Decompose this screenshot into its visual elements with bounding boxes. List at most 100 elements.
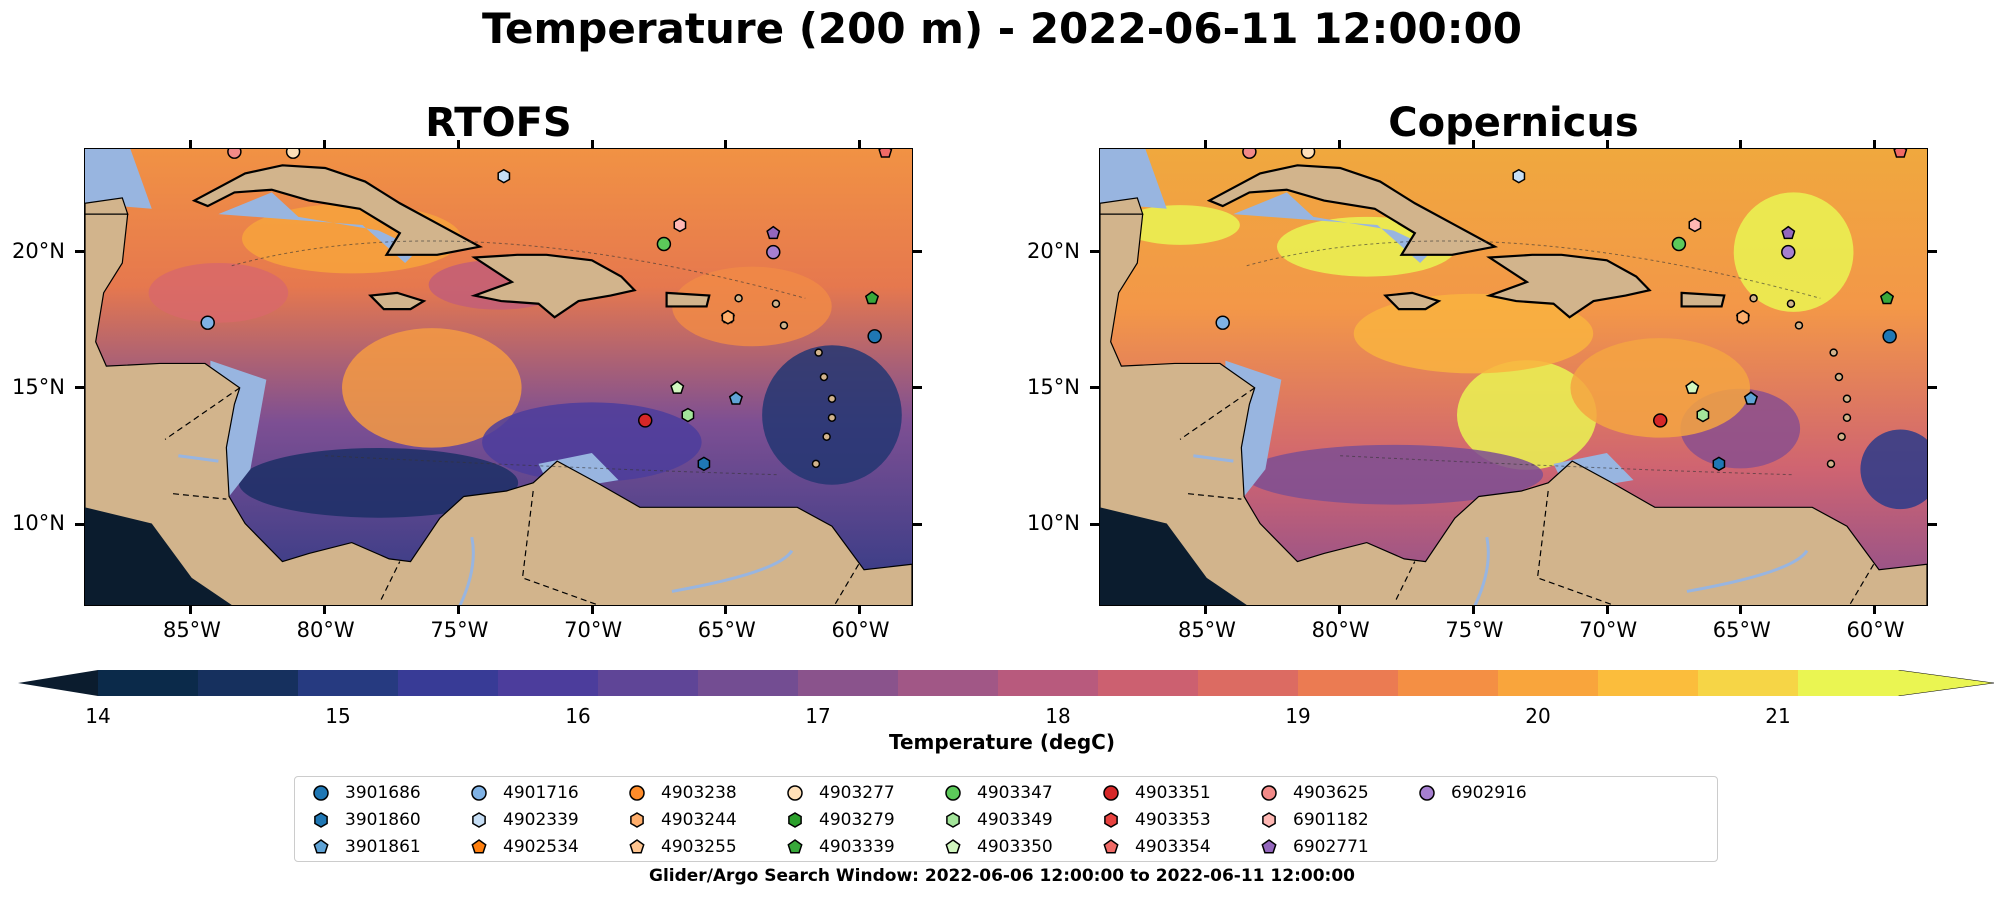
panel-title-copernicus: Copernicus [1388,100,1639,146]
legend-label: 6902916 [1451,783,1527,803]
legend-marker[interactable] [472,812,486,828]
lat-tick-label: 20°N [12,238,65,263]
float-4903625[interactable] [227,149,242,159]
legend-item: 4902339 [469,808,579,832]
legend-label: 4901716 [503,783,579,803]
legend-marker[interactable] [313,839,329,854]
float-4903339[interactable] [1879,290,1895,305]
float-3901860[interactable] [697,456,711,472]
legend-label: 4903279 [819,810,895,830]
float-3901861[interactable] [1743,391,1758,405]
legend-marker[interactable] [629,785,645,801]
legend-marker[interactable] [629,839,645,854]
float-4903350[interactable] [670,380,685,394]
legend-marker[interactable] [945,785,961,801]
float-4903244[interactable] [1736,309,1750,325]
colorbar-extend-low [18,670,98,696]
float-4903347[interactable] [1671,236,1687,252]
lat-tick [1090,522,1099,526]
island [1749,294,1758,303]
float-4902339[interactable] [1512,168,1526,184]
float-6902916[interactable] [766,244,781,260]
float-3901686[interactable] [1882,329,1897,344]
country-borders [1179,387,1875,605]
map-canvas [85,149,912,605]
legend-marker-pentagon-icon [471,839,487,854]
legend-marker[interactable] [788,812,802,828]
float-4903349[interactable] [1696,407,1710,423]
legend-label: 4903339 [819,837,895,857]
float-4903277[interactable] [1300,149,1316,159]
float-4901716[interactable] [200,315,215,330]
colorbar-segment [198,670,299,696]
legend-marker[interactable] [787,839,803,854]
float-3901861[interactable] [728,391,743,405]
float-4903354[interactable] [1893,149,1908,158]
legend-marker[interactable] [1103,785,1119,801]
float-4903244[interactable] [721,309,735,325]
legend-marker[interactable] [471,785,487,801]
float-4903347[interactable] [656,236,672,252]
legend-marker[interactable] [946,812,960,828]
shallow-shelf [1233,192,1434,263]
lon-tick [590,606,594,614]
legend-marker[interactable] [1261,785,1277,801]
legend-item: 4903277 [785,781,895,805]
legend-marker[interactable] [1261,839,1277,854]
float-6901182[interactable] [673,217,687,233]
legend-marker[interactable] [471,839,487,854]
float-4903277[interactable] [285,149,301,159]
map-rtofs[interactable] [84,148,913,606]
float-6901182[interactable] [1688,217,1702,233]
colorbar-segment [498,670,599,696]
legend-item: 3901861 [311,835,421,859]
float-4901716[interactable] [1215,315,1230,330]
island [771,299,781,308]
float-3901860[interactable] [1712,456,1726,472]
lon-tick [858,140,862,148]
lon-tick [724,606,728,614]
lat-tick [1928,522,1937,526]
legend-marker[interactable] [1419,785,1435,801]
legend-marker-circle-icon [787,785,803,801]
legend-item: 4903351 [1101,781,1211,805]
legend-marker-hexagon-icon [472,812,486,828]
legend-item: 6902771 [1259,835,1369,859]
legend-item: 4903244 [627,808,737,832]
legend-label: 3901860 [345,810,421,830]
float-4903349[interactable] [681,407,695,423]
legend-marker[interactable] [1104,812,1118,828]
float-4902339[interactable] [497,168,511,184]
float-6902771[interactable] [766,225,781,240]
float-6902916[interactable] [1781,244,1796,260]
legend-marker[interactable] [945,839,961,854]
legend-item: 4903255 [627,835,737,859]
legend-marker-hexagon-icon [1104,812,1118,828]
legend-marker[interactable] [313,785,329,801]
legend-marker[interactable] [787,785,803,801]
float-4903351[interactable] [1652,413,1668,428]
float-4903354[interactable] [878,149,893,158]
legend-item: 6902916 [1417,781,1527,805]
temperature-patch [672,266,832,347]
float-4903625[interactable] [1242,149,1257,159]
float-6902771[interactable] [1781,225,1796,240]
rivers [178,454,794,605]
legend-label: 6901182 [1293,810,1369,830]
float-4903350[interactable] [1685,380,1700,394]
float-4903351[interactable] [637,413,653,428]
legend-marker[interactable] [314,812,328,828]
float-4903339[interactable] [864,290,880,305]
island [1842,394,1852,403]
lon-tick [724,140,728,148]
map-copernicus[interactable] [1099,148,1928,606]
lon-tick [189,606,193,614]
lon-tick [189,140,193,148]
map-canvas [1100,149,1927,605]
legend-marker[interactable] [1262,812,1276,828]
legend-marker[interactable] [1103,839,1119,854]
colorbar-tick-label: 17 [805,704,831,728]
float-3901686[interactable] [867,329,882,344]
legend-marker[interactable] [630,812,644,828]
colorbar-segment [98,670,199,696]
